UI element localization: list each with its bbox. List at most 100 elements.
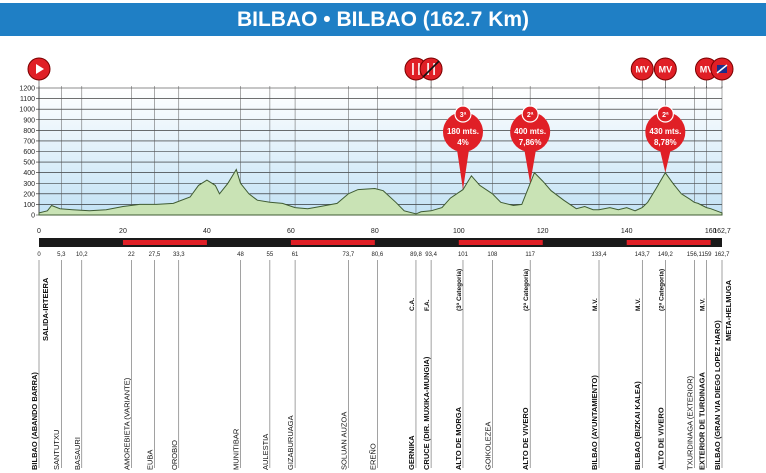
x-tick-label-0: 0	[37, 228, 41, 235]
waypoint-3: 22 AMOREBIETA (VARIANTE)	[122, 252, 135, 470]
waypoint-km-14: 108	[487, 252, 498, 258]
waypoint-0: 0 BILBAO (ABANDO BARRA) SALIDA-IRTEERA	[30, 252, 50, 470]
top-marker-mv-4: MV	[653, 57, 677, 88]
waypoint-name-7: AULESTIA	[261, 434, 270, 470]
distance-bar	[39, 238, 722, 247]
waypoint-km-2: 10,2	[76, 252, 88, 258]
waypoint-name-16: BILBAO (AYUNTAMIENTO)	[590, 375, 599, 470]
waypoint-km-21: 162,7	[714, 252, 730, 258]
waypoint-km-13: 101	[458, 252, 469, 258]
distance-bar-segment-0	[122, 240, 207, 245]
waypoint-km-0: 0	[37, 252, 41, 258]
waypoint-tag-13: (3ª Categoría)	[456, 269, 463, 311]
y-tick-label-200: 200	[23, 191, 35, 198]
waypoint-8: 61 GIZABURUAGA	[286, 252, 299, 470]
x-tick-label-9: 162,7	[713, 228, 731, 235]
waypoint-11: 89,8 GERNIKA C.A.	[407, 252, 422, 470]
waypoint-name-14: GOIKOLEZEA	[483, 422, 492, 470]
waypoint-18: 149,2 ALTO DE VIVERO (2ª Categoría)	[656, 252, 673, 470]
waypoint-20: 159 EXTERIOR DE TURDINAGA M.V.	[697, 252, 712, 470]
waypoint-tag-17: M.V.	[635, 298, 642, 311]
waypoint-name-1: SANTUTXU	[52, 430, 61, 470]
waypoint-7: 55 AULESTIA	[261, 252, 274, 470]
waypoint-extra-21: META-HELMUGA	[724, 279, 733, 341]
waypoint-km-16: 133,4	[591, 252, 607, 258]
waypoint-km-20: 159	[701, 252, 712, 258]
y-tick-label-900: 900	[23, 117, 35, 124]
waypoint-km-19: 156,1	[687, 252, 703, 258]
title-band	[0, 3, 766, 36]
waypoint-km-7: 55	[267, 252, 274, 258]
waypoint-km-15: 117	[525, 252, 535, 258]
waypoint-2: 10,2 BASAURI	[73, 252, 88, 470]
waypoint-name-11: GERNIKA	[407, 435, 416, 470]
waypoint-km-1: 5,3	[57, 252, 66, 258]
waypoint-km-5: 33,3	[173, 252, 185, 258]
distance-bar-segment-3	[626, 240, 711, 245]
x-tick-label-8: 160	[705, 228, 717, 235]
elevation-profile-area	[38, 168, 723, 216]
chart-title: BILBAO • BILBAO (162.7 Km)	[236, 8, 530, 31]
waypoint-19: 156,1 TXURDINAGA (EXTERIOR)	[685, 252, 702, 470]
distance-bar-segment-1	[290, 240, 375, 245]
climb-marker-2: 2ª 430 mts. 8,78%	[645, 105, 686, 173]
x-tick-label-1: 20	[119, 228, 127, 235]
waypoint-name-15: ALTO DE VIVERO	[521, 407, 530, 470]
climb-pointer-1	[523, 143, 538, 184]
title-bar: BILBAO • BILBAO (162.7 Km)	[0, 0, 766, 38]
y-tick-label-1200: 1200	[19, 86, 35, 93]
waypoint-9: 73,7 SOLUAN AUZOA	[339, 252, 354, 470]
y-tick-label-1100: 1100	[20, 96, 35, 103]
waypoint-10: 80,6 EREÑO	[368, 252, 383, 470]
climb-category-1: 2ª	[527, 112, 534, 119]
crossed-out-icon	[422, 60, 440, 78]
waypoint-km-18: 149,2	[658, 252, 674, 258]
x-tick-label-4: 80	[371, 228, 379, 235]
y-tick-label-500: 500	[23, 160, 35, 167]
top-marker-badge-4	[653, 57, 677, 81]
waypoint-name-2: BASAURI	[73, 437, 82, 470]
mv-marker-label-3: MV	[635, 65, 649, 75]
climb-category-badge-0	[454, 105, 472, 123]
waypoint-name-0: BILBAO (ABANDO BARRA)	[30, 372, 39, 470]
y-tick-label-0: 0	[31, 213, 35, 220]
climb-balloon-1	[510, 112, 551, 152]
waypoint-17: 143,7 BILBAO (BIZKAI KALEA) M.V.	[633, 252, 650, 470]
waypoint-5: 33,3 OROBIO	[170, 252, 185, 470]
waypoint-name-6: MUNITIBAR	[231, 428, 240, 470]
waypoint-name-3: AMOREBIETA (VARIANTE)	[122, 377, 131, 470]
climb-category-badge-1	[521, 105, 539, 123]
climb-length-2: 430 mts.	[649, 127, 681, 136]
waypoint-km-17: 143,7	[635, 252, 651, 258]
waypoint-tag-18: (2ª Categoría)	[658, 269, 665, 311]
waypoint-21: 162,7 BILBAO (GRAN VIA DIEGO LOPEZ HARO)M…	[713, 252, 733, 470]
waypoint-name-13: ALTO DE MORGA	[454, 406, 463, 470]
y-tick-label-800: 800	[23, 128, 35, 135]
waypoint-name-9: SOLUAN AUZOA	[339, 412, 348, 470]
top-marker-finish-6	[710, 57, 734, 88]
start-flag-icon	[36, 64, 44, 74]
y-tick-label-400: 400	[23, 170, 35, 177]
climb-balloon-0	[442, 112, 483, 152]
waypoint-name-18: ALTO DE VIVERO	[656, 407, 665, 470]
finish-flag-stripe	[716, 64, 728, 74]
climb-length-0: 180 mts.	[447, 127, 479, 136]
waypoint-name-17: BILBAO (BIZKAI KALEA)	[633, 381, 642, 470]
waypoint-tag-12: F.A.	[424, 299, 431, 311]
waypoint-name-4: EUBA	[145, 450, 154, 470]
waypoint-name-5: OROBIO	[170, 440, 179, 470]
waypoint-4: 27,5 EUBA	[145, 252, 160, 470]
y-tick-label-700: 700	[23, 138, 35, 145]
x-tick-label-2: 40	[203, 228, 211, 235]
climb-grade-1: 7,86%	[519, 138, 542, 147]
waypoint-tag-15: (2ª Categoría)	[523, 269, 530, 311]
top-marker-mv-3: MV	[630, 57, 654, 88]
waypoint-name-12: CRUCE (DIR. MUXIKA-MUNGIA)	[422, 356, 431, 470]
waypoint-15: 117 ALTO DE VIVERO (2ª Categoría)	[521, 252, 535, 470]
y-tick-label-1000: 1000	[19, 107, 35, 114]
waypoint-name-8: GIZABURUAGA	[286, 415, 295, 470]
waypoint-tag-11: C.A.	[409, 298, 416, 311]
distance-bar-segment-2	[458, 240, 543, 245]
waypoint-extra-0: SALIDA-IRTEERA	[41, 277, 50, 341]
waypoint-km-11: 89,8	[410, 252, 422, 258]
